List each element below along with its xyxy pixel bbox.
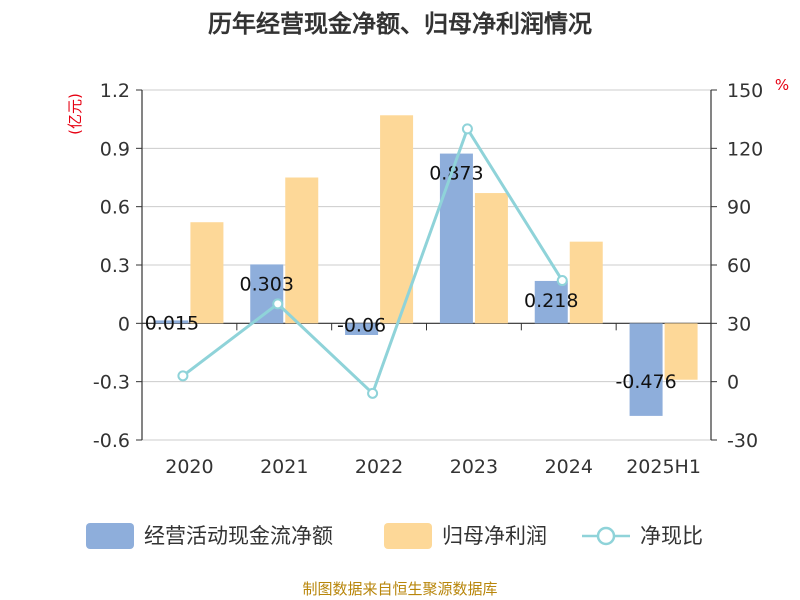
bar-cashflow: [345, 323, 379, 335]
ratio-point: [367, 387, 379, 399]
line-series: [177, 123, 568, 399]
right-tick-label: 150: [727, 80, 763, 102]
chart-title: 历年经营现金净额、归母净利润情况: [208, 10, 592, 38]
ratio-point: [556, 275, 568, 287]
ratio-point: [272, 298, 284, 310]
left-tick-label: 0: [118, 313, 130, 335]
x-tick-label: 2023: [450, 456, 498, 478]
bar-netprofit: [569, 241, 603, 324]
right-tick-label: 30: [727, 313, 751, 335]
data-label-cashflow: -0.06: [337, 314, 386, 336]
x-axis-ticks: 2020 2021 2022 2023 2024 2025H1: [165, 456, 701, 478]
legend-label-cashflow: 经营活动现金流净额: [144, 524, 333, 548]
bar-netprofit: [664, 323, 698, 380]
x-tick-label: 2021: [260, 456, 308, 478]
right-axis-ticks: -30 0 30 60 90 120 150: [727, 80, 763, 452]
right-tick-label: 90: [727, 197, 751, 219]
bar-cashflow: [439, 153, 473, 324]
left-tick-label: 0.3: [100, 255, 130, 277]
data-label-cashflow: -0.476: [615, 371, 676, 393]
bar-series: [155, 115, 698, 416]
data-label-cashflow: 0.873: [429, 163, 483, 185]
legend-item-ratio: 净现比: [582, 524, 703, 548]
bar-cashflow: [629, 323, 663, 416]
legend-swatch-netprofit: [384, 523, 432, 549]
right-tick-label: 120: [727, 138, 763, 160]
x-tick-label: 2022: [355, 456, 403, 478]
bar-netprofit: [285, 177, 319, 324]
x-tick-label: 2024: [545, 456, 593, 478]
x-tick-label: 2025H1: [626, 456, 701, 478]
ratio-point: [177, 370, 189, 382]
data-label-cashflow: 0.015: [145, 312, 199, 334]
bar-cashflow: [155, 320, 189, 324]
right-tick-label: -30: [727, 430, 758, 452]
bar-netprofit: [474, 193, 508, 324]
legend-swatch-cashflow: [86, 523, 134, 549]
legend: 经营活动现金流净额 归母净利润 净现比: [86, 523, 703, 549]
source-note: 制图数据来自恒生聚源数据库: [302, 580, 497, 598]
legend-item-cashflow: 经营活动现金流净额: [86, 523, 333, 549]
data-label-cashflow: 0.218: [524, 290, 578, 312]
left-tick-label: 0.6: [100, 197, 130, 219]
legend-label-netprofit: 归母净利润: [442, 524, 547, 548]
right-tick-label: 0: [727, 372, 739, 394]
left-tick-label: 0.9: [100, 138, 130, 160]
legend-label-ratio: 净现比: [640, 524, 703, 548]
x-tick-label: 2020: [165, 456, 213, 478]
right-axis-unit: %: [775, 76, 789, 94]
bar-netprofit: [190, 222, 224, 324]
legend-marker-ratio: [596, 526, 616, 546]
left-tick-label: 1.2: [100, 80, 130, 102]
bar-netprofit: [380, 115, 414, 324]
left-axis-ticks: -0.6 -0.3 0 0.3 0.6 0.9 1.2: [93, 80, 130, 452]
left-axis-unit: (亿元): [66, 93, 84, 135]
bar-cashflow: [534, 280, 568, 324]
bar-data-labels: 0.015 0.303 -0.06 0.873 0.218 -0.476: [145, 163, 677, 393]
data-label-cashflow: 0.303: [240, 273, 294, 295]
left-tick-label: -0.3: [93, 372, 130, 394]
left-tick-label: -0.6: [93, 430, 130, 452]
legend-item-netprofit: 归母净利润: [384, 523, 547, 549]
right-tick-label: 60: [727, 255, 751, 277]
ratio-point: [461, 123, 473, 135]
axes: [136, 89, 717, 441]
